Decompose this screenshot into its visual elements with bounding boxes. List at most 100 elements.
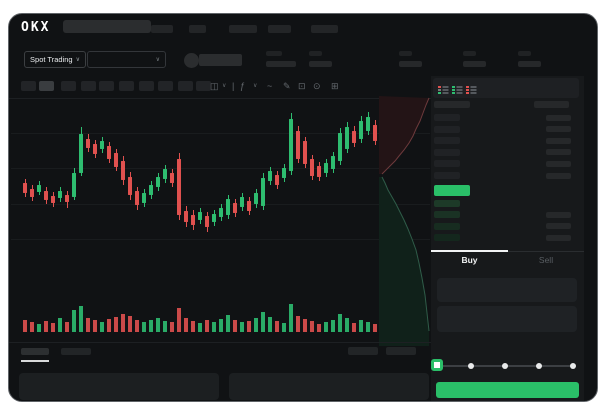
- bottom-more-button[interactable]: [386, 347, 416, 355]
- interval-button[interactable]: [178, 81, 193, 91]
- indicator-icon[interactable]: ƒ: [240, 81, 246, 91]
- orderbook-ask-row[interactable]: [434, 114, 460, 121]
- volume-bar: [240, 322, 244, 332]
- price-field[interactable]: [437, 278, 577, 302]
- ticker-stat-value: [266, 61, 296, 67]
- bottom-divider-line: [9, 342, 431, 343]
- interval-button[interactable]: [21, 81, 36, 91]
- candle-body: [240, 197, 244, 207]
- ticker-stat-label: [463, 51, 476, 56]
- pair-dropdown[interactable]: ∨: [87, 51, 166, 68]
- candle-body: [247, 201, 251, 211]
- orderbook-bid-row[interactable]: [434, 199, 460, 207]
- fullscreen-icon[interactable]: ⊞: [331, 81, 339, 91]
- bottom-panel-left: [19, 373, 219, 400]
- chevron-down-icon[interactable]: ∨: [253, 83, 258, 89]
- volume-bar: [268, 317, 272, 332]
- volume-bar: [317, 324, 321, 332]
- volume-bar: [247, 321, 251, 332]
- volume-bar: [226, 315, 230, 332]
- volume-bar: [156, 318, 160, 332]
- market-selector-button[interactable]: Spot Trading ∨: [24, 51, 86, 68]
- depth-area: [381, 97, 430, 175]
- orderbook-bid-row[interactable]: [434, 222, 460, 230]
- book-asks-icon[interactable]: [466, 83, 477, 94]
- slider-stop[interactable]: [570, 363, 576, 369]
- slider-stop[interactable]: [468, 363, 474, 369]
- camera-icon[interactable]: ⊡: [298, 81, 306, 91]
- okx-logo: OKX: [21, 20, 51, 35]
- candle-body: [23, 183, 27, 193]
- candle-body: [352, 131, 356, 143]
- account-button[interactable]: [199, 54, 242, 66]
- interval-button[interactable]: [99, 81, 114, 91]
- candle-body: [58, 191, 62, 198]
- candle-body: [331, 156, 335, 169]
- nav-item[interactable]: [229, 25, 257, 33]
- candle-body: [121, 161, 125, 180]
- candle-body: [282, 168, 286, 178]
- orderbook-ask-row[interactable]: [434, 148, 460, 156]
- orderbook-ask-row[interactable]: [434, 125, 460, 133]
- orderbook-bid-row[interactable]: [434, 211, 460, 218]
- candle-body: [296, 131, 300, 159]
- orderbook-bid-amount: [546, 223, 571, 229]
- volume-bar: [233, 320, 237, 332]
- volume-bar: [212, 322, 216, 332]
- candle-body: [261, 178, 265, 206]
- interval-button[interactable]: [158, 81, 173, 91]
- slider-stop[interactable]: [536, 363, 542, 369]
- interval-button[interactable]: [39, 81, 54, 91]
- nav-item[interactable]: [268, 25, 291, 33]
- orderbook-ask-row[interactable]: [434, 172, 460, 179]
- interval-button[interactable]: [61, 81, 76, 91]
- volume-bar: [30, 322, 34, 332]
- candle-body: [170, 173, 174, 183]
- candle-body: [114, 153, 118, 167]
- volume-bar: [373, 324, 377, 332]
- candle-body: [177, 159, 181, 215]
- orderbook-bid-row[interactable]: [434, 234, 460, 241]
- nav-item[interactable]: [189, 25, 206, 33]
- chevron-down-icon: ∨: [155, 57, 160, 63]
- line-tool-icon[interactable]: ~: [267, 81, 273, 91]
- slider-handle[interactable]: [431, 359, 443, 371]
- interval-button[interactable]: [139, 81, 154, 91]
- interval-button[interactable]: [119, 81, 134, 91]
- orderbook-ask-row[interactable]: [434, 137, 460, 145]
- candle-body: [366, 117, 370, 131]
- interval-button[interactable]: [196, 81, 211, 91]
- candle-type-icon[interactable]: ◫: [210, 81, 219, 91]
- candle-body: [205, 216, 209, 227]
- volume-bar: [163, 321, 167, 332]
- bottom-tab-orders[interactable]: [21, 348, 49, 355]
- amount-field[interactable]: [437, 306, 577, 332]
- orderbook-header-amount: [534, 101, 569, 108]
- last-price-badge[interactable]: [434, 185, 470, 196]
- volume-bar: [177, 308, 181, 332]
- bottom-filter-button[interactable]: [348, 347, 378, 355]
- buy-button[interactable]: [436, 382, 579, 398]
- orderbook-ask-row[interactable]: [434, 160, 460, 168]
- slider-stop[interactable]: [502, 363, 508, 369]
- history-icon[interactable]: ⊙: [313, 81, 321, 91]
- candle-body: [373, 125, 377, 141]
- candle-body: [226, 199, 230, 215]
- chevron-down-icon[interactable]: ∨: [222, 83, 227, 89]
- candle-body: [72, 173, 76, 197]
- tab-buy[interactable]: Buy: [461, 255, 478, 265]
- interval-button[interactable]: [81, 81, 96, 91]
- draw-icon[interactable]: ✎: [283, 81, 291, 91]
- nav-item[interactable]: [311, 25, 338, 33]
- volume-bar: [359, 320, 363, 332]
- user-avatar[interactable]: [184, 53, 199, 68]
- volume-bar: [86, 318, 90, 332]
- volume-bar: [51, 323, 55, 332]
- candle-body: [345, 127, 349, 149]
- search-input[interactable]: [63, 20, 151, 33]
- tab-sell[interactable]: Sell: [538, 255, 554, 265]
- nav-item[interactable]: [151, 25, 173, 33]
- book-bids-icon[interactable]: [452, 83, 463, 94]
- bottom-tab-history[interactable]: [61, 348, 91, 355]
- book-both-icon[interactable]: [438, 83, 449, 94]
